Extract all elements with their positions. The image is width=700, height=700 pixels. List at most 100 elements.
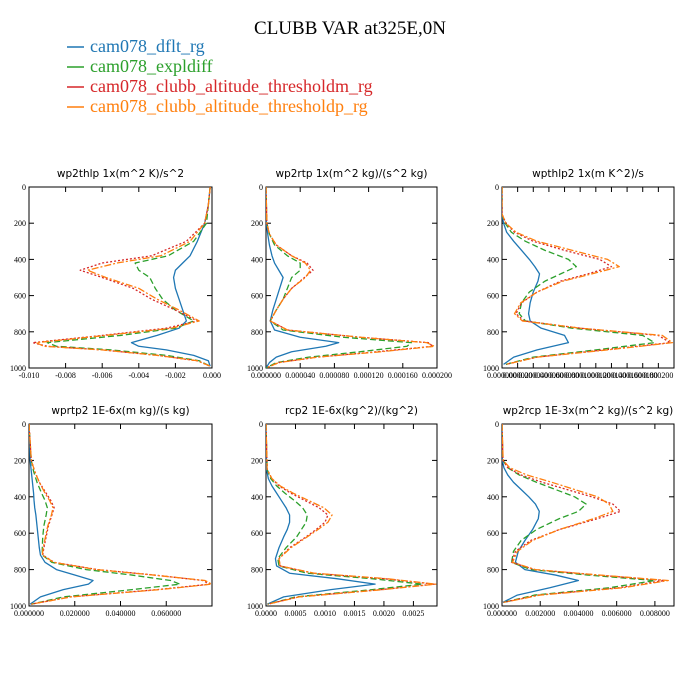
x-tick-label: 0.000080 [319, 371, 349, 380]
y-tick-label: 800 [251, 566, 263, 575]
y-tick-label: 0 [22, 183, 26, 192]
y-tick-label: 800 [487, 328, 499, 337]
y-tick-label: 200 [251, 219, 263, 228]
panel-title: wpthlp2 1x(m K^2)/s [532, 168, 644, 180]
x-tick-label: 0.004000 [563, 609, 593, 618]
y-tick-label: 800 [14, 566, 26, 575]
y-tick-label: 200 [487, 456, 499, 465]
x-tick-label: -0.010 [19, 371, 40, 380]
series-line-cam078_dflt_rg [130, 187, 211, 367]
y-tick-label: 400 [487, 255, 499, 264]
x-tick-label: 0.000040 [518, 371, 548, 380]
legend-entry: cam078_clubb_altitude_thresholdm_rg [90, 76, 373, 96]
chart-panel: wp2rcp 1E-3x(m^2 kg)/(s^2 kg) 0 200 400 600 8… [483, 405, 675, 618]
y-tick-label: 800 [487, 566, 499, 575]
series-group [266, 187, 436, 368]
series-line-cam078_clubb_altitude_thresholdp_rg [29, 424, 212, 605]
x-tick-label: 0.0025 [402, 609, 424, 618]
y-tick-label: 400 [14, 493, 26, 502]
plot-frame [265, 423, 438, 607]
panels: wp2thlp 1x(m^2 K)/s^202004006008001000-0… [10, 168, 675, 618]
x-tick-label: 0.020000 [60, 609, 90, 618]
chart-panel: wp2thlp 1x(m^2 K)/s^202004006008001000-0… [10, 168, 221, 380]
x-tick-label: 0.000000 [487, 371, 517, 380]
legend-entry: cam078_expldiff [90, 56, 213, 76]
legend-entry: cam078_clubb_altitude_thresholdp_rg [90, 96, 368, 116]
series-line-cam078_clubb_altitude_thresholdm_rg [29, 424, 211, 605]
x-tick-label: 0.000200 [422, 371, 452, 380]
legend: cam078_dflt_rgcam078_expldiffcam078_club… [67, 36, 373, 116]
series-line-cam078_dflt_rg [502, 187, 570, 365]
x-tick-label: 0.0015 [343, 609, 365, 618]
x-tick-label: 0.000020 [503, 371, 533, 380]
panel-title: rcp2 1E-6x(kg^2)/(kg^2) [285, 405, 418, 417]
y-tick-label: 400 [251, 255, 263, 264]
x-tick-label: -0.006 [92, 371, 113, 380]
y-tick-label: 400 [487, 493, 499, 502]
x-tick-label: 0.006000 [602, 609, 632, 618]
chart-panel: wp2rtp 1x(m^2 kg)/(s^2 kg) 0 200 400 600 800 1… [247, 168, 452, 380]
x-tick-label: 0.000180 [628, 371, 658, 380]
plot-frame [28, 186, 213, 369]
series-line-cam078_clubb_altitude_thresholdp_rg [266, 424, 437, 605]
y-tick-label: 600 [251, 292, 263, 301]
y-tick-label: 1000 [483, 602, 499, 611]
y-tick-label: 0 [22, 420, 26, 429]
x-tick-label: 0.000000 [487, 609, 517, 618]
series-line-cam078_clubb_altitude_thresholdp_rg [502, 424, 669, 603]
series-group [502, 187, 674, 366]
series-line-cam078_dflt_rg [502, 424, 580, 603]
series-group [266, 424, 437, 605]
y-tick-label: 600 [487, 529, 499, 538]
y-tick-label: 600 [487, 292, 499, 301]
y-tick-label: 600 [14, 292, 26, 301]
x-tick-label: 0.000160 [612, 371, 642, 380]
series-line-cam078_clubb_altitude_thresholdp_rg [35, 187, 211, 367]
panel-title: wp2rtp 1x(m^2 kg)/(s^2 kg) [275, 168, 427, 180]
panel-title: wp2rcp 1E-3x(m^2 kg)/(s^2 kg) [503, 405, 674, 417]
series-line-cam078_expldiff [266, 187, 413, 368]
y-tick-label: 200 [487, 219, 499, 228]
y-tick-label: 200 [251, 456, 263, 465]
x-tick-label: -0.004 [128, 371, 149, 380]
x-tick-label: -0.002 [165, 371, 186, 380]
x-tick-label: 0.000080 [550, 371, 580, 380]
x-tick-label: 0.0005 [284, 609, 306, 618]
y-tick-label: 0 [495, 420, 499, 429]
series-line-cam078_clubb_altitude_thresholdm_rg [502, 424, 666, 603]
legend-entry: cam078_dflt_rg [90, 36, 205, 56]
series-line-cam078_expldiff [266, 424, 423, 605]
y-tick-label: 400 [251, 493, 263, 502]
series-line-cam078_clubb_altitude_thresholdm_rg [266, 424, 435, 605]
x-tick-label: 0.000140 [596, 371, 626, 380]
series-group [502, 424, 669, 603]
y-tick-label: 1000 [10, 602, 26, 611]
chart-panel: wpthlp2 1x(m K^2)/s020040060080010000.00… [483, 168, 675, 380]
y-tick-label: 1000 [483, 364, 499, 373]
y-tick-label: 0 [495, 183, 499, 192]
plot-frame [501, 423, 675, 607]
series-line-cam078_expldiff [29, 424, 181, 605]
x-tick-label: 0.000000 [14, 609, 44, 618]
x-tick-label: 0.000200 [643, 371, 673, 380]
x-tick-label: 0.0000 [255, 609, 277, 618]
chart-panel: wprtp2 1E-6x(m kg)/(s kg) 0 200 400 600 800 10… [10, 405, 213, 618]
y-tick-label: 600 [251, 529, 263, 538]
figure-title: CLUBB VAR at325E,0N [254, 18, 446, 39]
x-tick-label: 0.000100 [565, 371, 595, 380]
y-tick-label: 800 [251, 328, 263, 337]
series-group [29, 424, 212, 605]
y-tick-label: 1000 [247, 602, 263, 611]
y-tick-label: 1000 [10, 364, 26, 373]
y-tick-label: 0 [259, 420, 263, 429]
series-line-cam078_expldiff [502, 424, 656, 603]
y-tick-label: 1000 [247, 364, 263, 373]
x-tick-label: -0.008 [55, 371, 76, 380]
series-line-cam078_dflt_rg [266, 424, 376, 605]
panel-title: wprtp2 1E-6x(m kg)/(s kg) [51, 405, 189, 417]
y-tick-label: 200 [14, 456, 26, 465]
series-group [32, 187, 211, 367]
y-tick-label: 600 [14, 529, 26, 538]
x-tick-label: 0.0020 [373, 609, 395, 618]
